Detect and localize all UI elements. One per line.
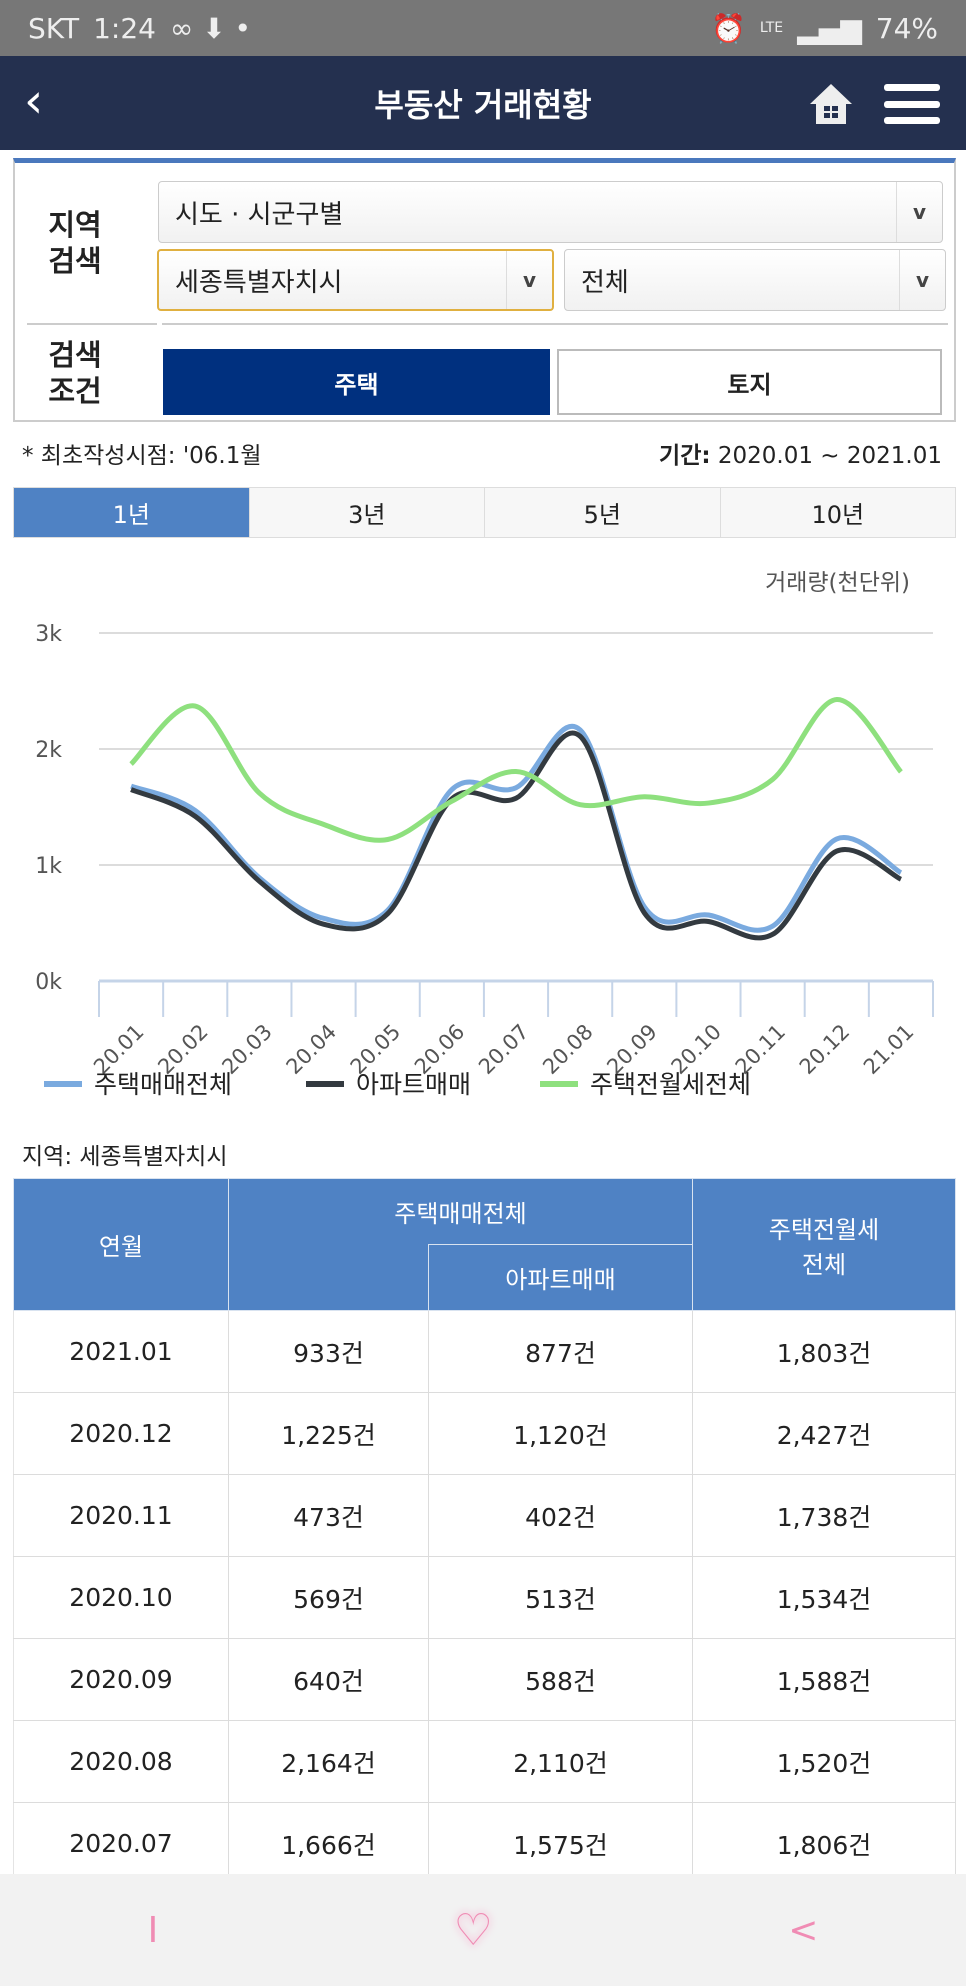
table-cell: 402건: [428, 1474, 693, 1557]
table-cell: 569건: [228, 1556, 429, 1639]
table-cell: 1,666건: [228, 1802, 429, 1885]
legend-label: 주택전월세전체: [590, 1070, 751, 1099]
series-line-2: [130, 730, 903, 941]
hamburger-icon[interactable]: [884, 84, 940, 124]
unit-label: 거래량(천단위): [765, 570, 910, 596]
district-select[interactable]: 전체 v: [564, 249, 946, 311]
y-tick-label: 1k: [35, 854, 62, 879]
y-tick-label: 0k: [35, 970, 62, 995]
table-cell: 2020.08: [13, 1720, 229, 1803]
table-cell: 933건: [228, 1310, 429, 1393]
tab-5-years[interactable]: 5년: [485, 488, 721, 537]
chevron-down-icon: v: [506, 251, 552, 309]
header-house-sales: 주택매매전체: [228, 1178, 693, 1245]
series-line-3: [129, 696, 903, 843]
table-cell: 2020.11: [13, 1474, 229, 1557]
table-cell: 2,427건: [692, 1392, 956, 1475]
table-cell: 2,164건: [228, 1720, 429, 1803]
table-cell: 588건: [428, 1638, 693, 1721]
nav-back-icon[interactable]: <: [788, 1909, 819, 1951]
table-cell: 1,575건: [428, 1802, 693, 1885]
table-cell: 1,120건: [428, 1392, 693, 1475]
notification-icons: ∞ ⬇ •: [169, 11, 252, 45]
x-tick-label: 20.12: [795, 1020, 854, 1079]
series-line-1: [130, 724, 903, 933]
table-cell: 2020.09: [13, 1638, 229, 1721]
table-cell: 1,520건: [692, 1720, 956, 1803]
alarm-icon: ⏰: [711, 11, 746, 45]
clock: 1:24: [93, 11, 156, 45]
table-cell: 2020.12: [13, 1392, 229, 1475]
home-icon[interactable]: [808, 82, 854, 126]
nav-home-heart-icon[interactable]: ♡: [453, 1904, 493, 1956]
carrier: SKT: [28, 11, 80, 45]
tab-1-year[interactable]: 1년: [14, 488, 250, 537]
table-cell: 1,588건: [692, 1638, 956, 1721]
divider: [27, 323, 157, 325]
y-tick-label: 3k: [35, 622, 62, 647]
table-cell: 1,225건: [228, 1392, 429, 1475]
table-cell: 640건: [228, 1638, 429, 1721]
info-line: * 최초작성시점: '06.1월 기간: 2020.01 ~ 2021.01: [22, 436, 942, 470]
legend-label: 아파트매매: [356, 1070, 471, 1099]
table-cell: 1,738건: [692, 1474, 956, 1557]
table-cell: 2021.01: [13, 1310, 229, 1393]
data-table: 연월 주택매매전체 주택전월세 전체 아파트매매 2021.01 933건 877건 1…: [13, 1178, 956, 1885]
tab-10-years[interactable]: 10년: [720, 488, 955, 537]
table-row: 2020.09 640건 588건 1,588건: [13, 1638, 956, 1721]
bottom-nav: I ♡ <: [0, 1874, 966, 1986]
x-tick-label: 21.01: [859, 1020, 918, 1079]
table-cell: 2,110건: [428, 1720, 693, 1803]
region-search-label: 지역 검색: [48, 208, 102, 278]
status-bar: SKT 1:24 ∞ ⬇ • ⏰ LTE ▂▄▆ 74%: [0, 0, 966, 56]
x-tick-label: 20.04: [282, 1020, 341, 1079]
table-cell: 513건: [428, 1556, 693, 1639]
table-cell: 1,806건: [692, 1802, 956, 1885]
network: LTE: [759, 20, 784, 36]
region-label: 지역: 세종특별자치시: [22, 1144, 228, 1170]
back-chevron-left-icon[interactable]: ‹: [24, 73, 44, 129]
first-created: * 최초작성시점: '06.1월: [22, 443, 262, 469]
table-cell: 2020.10: [13, 1556, 229, 1639]
x-tick-label: 20.07: [474, 1020, 533, 1079]
table-cell: 1,803건: [692, 1310, 956, 1393]
signal-icon: ▂▄▆: [797, 11, 862, 45]
tab-3-years[interactable]: 3년: [249, 488, 485, 537]
land-button[interactable]: 토지: [557, 349, 942, 415]
table-row: 2020.11 473건 402건 1,738건: [13, 1474, 956, 1557]
table-cell: 1,534건: [692, 1556, 956, 1639]
period: 기간: 2020.01 ~ 2021.01: [659, 443, 942, 469]
table-row: 2020.07 1,666건 1,575건 1,806건: [13, 1802, 956, 1885]
table-row: 2020.08 2,164건 2,110건 1,520건: [13, 1720, 956, 1803]
header-month: 연월: [13, 1178, 229, 1311]
period-tabs: 1년 3년 5년 10년: [13, 487, 956, 538]
table-row: 2021.01 933건 877건 1,803건: [13, 1310, 956, 1393]
header-empty: [228, 1244, 429, 1311]
table-cell: 877건: [428, 1310, 693, 1393]
header-apt-sales: 아파트매매: [428, 1244, 693, 1311]
table-row: 2020.10 569건 513건 1,534건: [13, 1556, 956, 1639]
y-tick-label: 2k: [35, 738, 62, 763]
chevron-down-icon: v: [899, 250, 945, 310]
table-cell: 2020.07: [13, 1802, 229, 1885]
chevron-down-icon: v: [896, 182, 942, 242]
condition-label: 검색 조건: [48, 338, 102, 408]
table-cell: 473건: [228, 1474, 429, 1557]
x-tick-label: 20.08: [538, 1020, 597, 1079]
header-rent: 주택전월세 전체: [692, 1178, 956, 1311]
house-button[interactable]: 주택: [163, 349, 550, 415]
legend-label: 주택매매전체: [94, 1070, 232, 1099]
divider: [162, 323, 948, 325]
mode-select[interactable]: 시도 · 시군구별 v: [158, 181, 943, 243]
battery: 74%: [875, 11, 938, 45]
app-header: ‹ 부동산 거래현황: [0, 56, 966, 150]
search-panel: 지역 검색 시도 · 시군구별 v 세종특별자치시 v 전체 v 검색 조건 주택 토지: [13, 158, 956, 422]
page-title: 부동산 거래현황: [374, 86, 592, 124]
nav-bar-recent-icon[interactable]: I: [147, 1909, 159, 1951]
table-row: 2020.12 1,225건 1,120건 2,427건: [13, 1392, 956, 1475]
city-select[interactable]: 세종특별자치시 v: [157, 249, 554, 311]
